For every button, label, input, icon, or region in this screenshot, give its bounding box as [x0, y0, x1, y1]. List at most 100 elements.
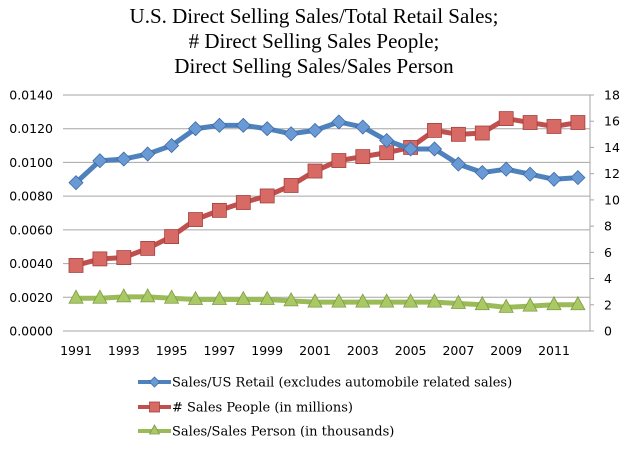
- data-point-triangle: [426, 293, 443, 308]
- series-diamond: [68, 114, 586, 191]
- y-left-tick-label: 0.0020: [9, 290, 53, 305]
- data-point-triangle: [402, 293, 419, 308]
- legend-marker-diamond: [148, 376, 161, 388]
- data-point-triangle: [116, 288, 132, 303]
- chart-title: U.S. Direct Selling Sales/Total Retail S…: [130, 4, 499, 78]
- chart-title-line-1: U.S. Direct Selling Sales/Total Retail S…: [130, 4, 499, 28]
- data-point-square: [522, 115, 538, 130]
- x-tick-label: 1999: [251, 343, 283, 358]
- y-right-tick-label: 2: [604, 297, 612, 312]
- legend-item: # Sales People (in millions): [138, 401, 353, 416]
- y-right-tick-label: 12: [604, 166, 620, 181]
- legend-label: Sales/US Retail (excludes automobile rel…: [172, 376, 512, 391]
- data-point-diamond: [140, 146, 156, 162]
- data-point-square: [355, 149, 371, 165]
- x-tick-label: 2011: [538, 343, 570, 358]
- data-point-diamond: [187, 121, 204, 137]
- y-right-tick-label: 6: [604, 245, 612, 260]
- x-tick-label: 2007: [442, 343, 474, 358]
- data-point-square: [546, 119, 562, 134]
- data-point-diamond: [235, 117, 251, 133]
- data-point-diamond: [403, 141, 419, 157]
- data-point-triangle: [498, 298, 514, 313]
- y-left-tick-label: 0.0100: [9, 155, 53, 170]
- y-axis-left: 0.0000 0.0020 0.0040 0.0060 0.0080 0.0100 0.01…: [9, 88, 53, 339]
- legend-marker-square: [149, 401, 160, 413]
- data-point-square: [474, 125, 490, 141]
- data-point-diamond: [450, 156, 466, 172]
- x-tick-label: 2003: [347, 343, 379, 358]
- data-point-diamond: [307, 122, 323, 138]
- data-point-triangle: [235, 290, 251, 305]
- data-point-triangle: [570, 295, 586, 311]
- y-left-tick-label: 0.0000: [9, 324, 53, 339]
- data-point-triangle: [450, 294, 467, 309]
- legend-label: Sales/Sales Person (in thousands): [172, 425, 394, 440]
- data-point-diamond: [498, 161, 514, 177]
- data-point-square: [116, 250, 132, 265]
- series-square: [68, 111, 586, 273]
- data-point-triangle: [140, 288, 156, 303]
- data-point-diamond: [474, 164, 490, 181]
- data-point-diamond: [355, 119, 371, 135]
- chart-title-line-3: Direct Selling Sales/Sales Person: [174, 54, 454, 78]
- data-point-square: [331, 153, 347, 168]
- x-tick-label: 2009: [490, 343, 522, 358]
- data-point-triangle: [474, 295, 490, 311]
- series-group: [68, 111, 586, 313]
- x-tick-label: 1993: [108, 343, 140, 358]
- data-point-square: [307, 163, 323, 179]
- data-point-diamond: [116, 151, 132, 167]
- y-axis-right: 0 2 4 6 8 10 12 14 16 18: [589, 88, 620, 339]
- x-tick-label: 2005: [395, 343, 427, 358]
- data-point-square: [283, 178, 299, 193]
- legend-item: Sales/US Retail (excludes automobile rel…: [138, 376, 512, 391]
- data-point-square: [92, 251, 108, 267]
- data-point-triangle: [379, 293, 395, 308]
- y-right-tick-label: 18: [604, 88, 620, 103]
- y-right-tick-label: 0: [604, 324, 612, 339]
- data-point-triangle: [522, 297, 538, 312]
- data-point-diamond: [259, 121, 275, 137]
- data-point-triangle: [355, 293, 371, 308]
- chart-title-line-2: # Direct Selling Sales People;: [189, 29, 440, 53]
- legend-item: Sales/Sales Person (in thousands): [138, 424, 394, 440]
- series-line: [75, 116, 579, 268]
- data-point-diamond: [522, 166, 538, 182]
- series-triangle: [68, 288, 586, 313]
- data-point-square: [498, 111, 514, 126]
- data-point-diamond: [68, 175, 84, 191]
- x-tick-label: 1995: [156, 343, 188, 358]
- data-point-diamond: [546, 171, 562, 187]
- x-tick-label: 1997: [203, 343, 235, 358]
- y-left-tick-label: 0.0060: [9, 222, 53, 237]
- data-point-diamond: [211, 117, 227, 133]
- data-point-square: [235, 195, 251, 210]
- data-point-diamond: [379, 132, 395, 149]
- y-left-tick-label: 0.0080: [9, 189, 53, 204]
- data-point-square: [570, 115, 586, 130]
- y-left-tick-label: 0.0040: [9, 256, 53, 271]
- data-point-triangle: [92, 289, 108, 304]
- data-point-triangle: [187, 290, 204, 305]
- x-axis: 1991 1993 1995 1997 1999 2001 2003 2005 2007 2009…: [60, 343, 570, 358]
- y-right-tick-label: 10: [604, 192, 620, 207]
- data-point-square: [427, 123, 442, 138]
- data-point-square: [164, 229, 180, 245]
- y-right-tick-label: 14: [604, 140, 620, 155]
- y-left-tick-label: 0.0120: [9, 121, 53, 136]
- data-point-triangle: [331, 293, 347, 308]
- data-point-square: [211, 202, 227, 218]
- y-right-tick-label: 4: [604, 271, 612, 286]
- legend-label: # Sales People (in millions): [172, 401, 353, 416]
- x-tick-label: 2001: [299, 343, 331, 358]
- data-point-triangle: [546, 295, 562, 311]
- data-point-triangle: [283, 292, 299, 307]
- y-right-tick-label: 16: [604, 114, 620, 129]
- x-tick-label: 1991: [60, 343, 92, 358]
- data-point-triangle: [259, 290, 275, 305]
- legend: Sales/US Retail (excludes automobile rel…: [138, 376, 512, 440]
- data-point-diamond: [426, 141, 443, 157]
- data-point-square: [68, 258, 84, 273]
